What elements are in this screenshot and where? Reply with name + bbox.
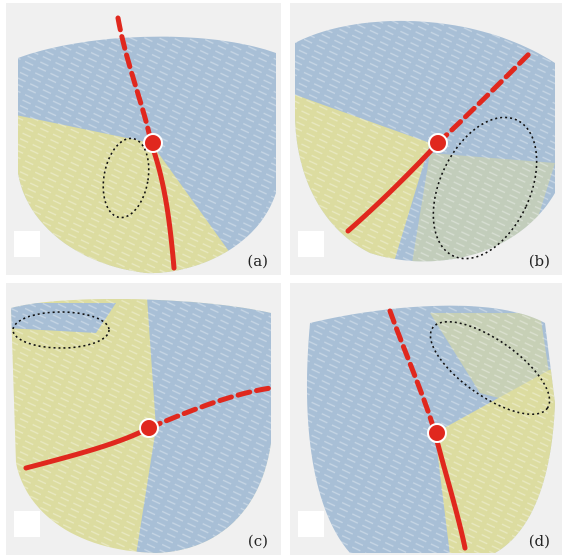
shape (298, 511, 324, 537)
shape (14, 511, 40, 537)
shape (290, 283, 562, 555)
panel-label: (b) (529, 252, 550, 270)
panel-label: (c) (248, 532, 268, 550)
red-dot (140, 419, 158, 437)
panel: (b) (290, 3, 562, 275)
shape (6, 283, 281, 555)
group (290, 283, 562, 555)
red-dot (428, 424, 446, 442)
body: (a) (b) (c) (d) (() => { const data = JS… (0, 0, 566, 557)
figure: (a) (b) (c) (d) (0, 0, 566, 557)
group (6, 283, 281, 555)
shape (14, 231, 40, 257)
shape (298, 231, 324, 257)
panel-label: (d) (529, 532, 550, 550)
panel: (c) (6, 283, 281, 555)
red-dot (429, 134, 447, 152)
panel-label: (a) (247, 252, 268, 270)
panel: (d) (290, 283, 563, 555)
page: {"panels": [{"label": "(a)"}, {"label": … (0, 0, 566, 557)
panel: (a) (6, 3, 281, 275)
red-dot (144, 134, 162, 152)
